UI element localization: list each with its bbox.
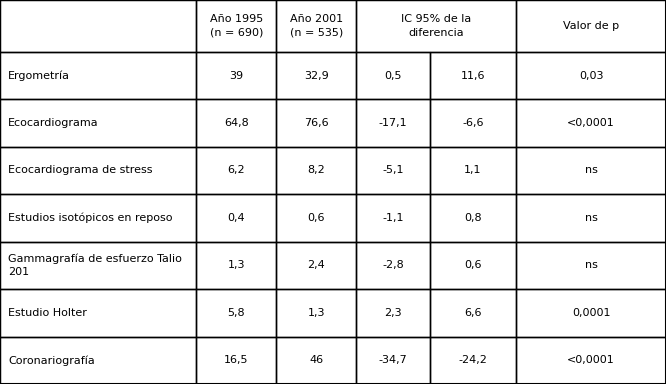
Text: 6,6: 6,6: [464, 308, 482, 318]
Bar: [196, 336, 276, 384]
Text: Gammagrafía de esfuerzo Talio
201: Gammagrafía de esfuerzo Talio 201: [8, 254, 182, 277]
Text: 2,3: 2,3: [384, 308, 402, 318]
Bar: [356, 289, 430, 336]
Text: Coronariografía: Coronariografía: [8, 355, 95, 366]
Bar: [0, 99, 196, 147]
Bar: [516, 0, 666, 52]
Bar: [356, 52, 430, 99]
Text: 76,6: 76,6: [304, 118, 328, 128]
Bar: [430, 242, 516, 289]
Text: -1,1: -1,1: [382, 213, 404, 223]
Text: Año 2001
(n = 535): Año 2001 (n = 535): [290, 14, 343, 38]
Text: ns: ns: [585, 166, 597, 175]
Bar: [276, 194, 356, 242]
Bar: [356, 336, 430, 384]
Bar: [356, 0, 516, 52]
Bar: [0, 336, 196, 384]
Text: 64,8: 64,8: [224, 118, 249, 128]
Bar: [0, 147, 196, 194]
Text: <0,0001: <0,0001: [567, 118, 615, 128]
Text: 16,5: 16,5: [224, 355, 248, 365]
Text: Valor de p: Valor de p: [563, 21, 619, 31]
Bar: [516, 336, 666, 384]
Text: <0,0001: <0,0001: [567, 355, 615, 365]
Bar: [196, 289, 276, 336]
Bar: [0, 0, 196, 52]
Bar: [430, 52, 516, 99]
Bar: [196, 52, 276, 99]
Text: 0,0001: 0,0001: [572, 308, 610, 318]
Text: Ecocardiograma de stress: Ecocardiograma de stress: [8, 166, 153, 175]
Bar: [196, 99, 276, 147]
Text: -5,1: -5,1: [382, 166, 404, 175]
Text: Estudio Holter: Estudio Holter: [8, 308, 87, 318]
Text: ns: ns: [585, 260, 597, 270]
Text: 1,3: 1,3: [308, 308, 325, 318]
Bar: [0, 194, 196, 242]
Bar: [0, 52, 196, 99]
Bar: [196, 242, 276, 289]
Bar: [430, 99, 516, 147]
Text: 1,3: 1,3: [228, 260, 245, 270]
Bar: [356, 147, 430, 194]
Bar: [276, 336, 356, 384]
Bar: [276, 242, 356, 289]
Bar: [276, 147, 356, 194]
Text: 1,1: 1,1: [464, 166, 482, 175]
Bar: [276, 52, 356, 99]
Text: 0,4: 0,4: [228, 213, 245, 223]
Text: 32,9: 32,9: [304, 71, 329, 81]
Bar: [430, 336, 516, 384]
Bar: [356, 242, 430, 289]
Bar: [196, 0, 276, 52]
Text: 0,6: 0,6: [464, 260, 482, 270]
Text: -34,7: -34,7: [378, 355, 408, 365]
Text: 8,2: 8,2: [308, 166, 325, 175]
Text: Estudios isotópicos en reposo: Estudios isotópicos en reposo: [8, 213, 172, 223]
Bar: [516, 147, 666, 194]
Bar: [356, 99, 430, 147]
Bar: [0, 289, 196, 336]
Text: Ergometría: Ergometría: [8, 70, 70, 81]
Bar: [430, 194, 516, 242]
Bar: [196, 147, 276, 194]
Bar: [516, 52, 666, 99]
Text: Año 1995
(n = 690): Año 1995 (n = 690): [210, 14, 263, 38]
Bar: [356, 194, 430, 242]
Text: 0,5: 0,5: [384, 71, 402, 81]
Text: 2,4: 2,4: [308, 260, 325, 270]
Bar: [196, 194, 276, 242]
Text: -2,8: -2,8: [382, 260, 404, 270]
Text: IC 95% de la
diferencia: IC 95% de la diferencia: [401, 14, 472, 38]
Bar: [516, 289, 666, 336]
Bar: [276, 289, 356, 336]
Bar: [516, 194, 666, 242]
Bar: [276, 0, 356, 52]
Bar: [516, 99, 666, 147]
Text: 0,6: 0,6: [308, 213, 325, 223]
Text: 6,2: 6,2: [228, 166, 245, 175]
Text: -24,2: -24,2: [458, 355, 488, 365]
Bar: [516, 242, 666, 289]
Text: 46: 46: [309, 355, 324, 365]
Text: 39: 39: [229, 71, 244, 81]
Text: 0,03: 0,03: [579, 71, 603, 81]
Text: -17,1: -17,1: [379, 118, 407, 128]
Text: ns: ns: [585, 213, 597, 223]
Text: 0,8: 0,8: [464, 213, 482, 223]
Bar: [0, 242, 196, 289]
Text: 11,6: 11,6: [461, 71, 485, 81]
Text: 5,8: 5,8: [228, 308, 245, 318]
Bar: [430, 289, 516, 336]
Text: Ecocardiograma: Ecocardiograma: [8, 118, 99, 128]
Bar: [430, 147, 516, 194]
Bar: [276, 99, 356, 147]
Text: -6,6: -6,6: [462, 118, 484, 128]
